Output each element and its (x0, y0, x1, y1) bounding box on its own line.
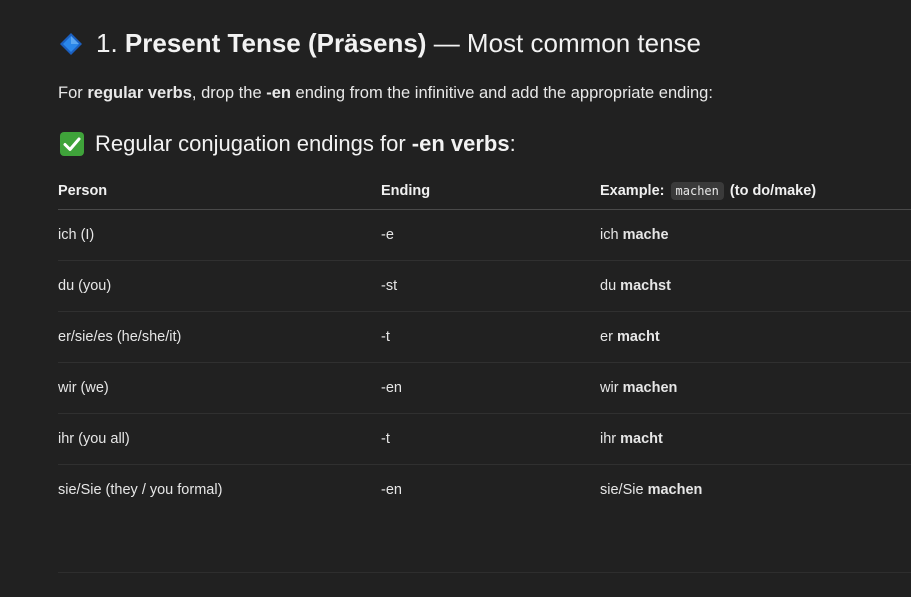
table-row: ich (I) -e ich mache (58, 209, 911, 261)
cell-ending: -en (381, 482, 402, 498)
cell-example: sie/Sie machen (600, 465, 911, 516)
intro-bold-en: -en (266, 84, 291, 102)
heading-title-rest: — Most common tense (426, 28, 702, 58)
example-pronoun: sie/Sie (600, 482, 644, 498)
check-mark-icon (60, 132, 84, 156)
intro-text-1: For (58, 84, 88, 102)
cell-example: ihr macht (600, 413, 911, 465)
example-pronoun: ich (600, 227, 619, 243)
heading-number: 1. (96, 28, 118, 58)
example-verb: macht (620, 431, 663, 447)
cell-example: ich mache (600, 209, 911, 261)
cell-person: wir (we) (58, 362, 381, 414)
cell-ending: -e (381, 209, 600, 261)
subsection-heading: Regular conjugation endings for -en verb… (60, 131, 516, 157)
header-example-prefix: Example: (600, 182, 665, 199)
cell-ending: -t (381, 413, 600, 465)
example-pronoun: du (600, 278, 617, 294)
bottom-divider (58, 572, 911, 573)
conjugation-table: Person Ending Example: machen (to do/mak… (58, 172, 911, 515)
example-verb: machen (647, 482, 703, 498)
table-header-row: Person Ending Example: machen (to do/mak… (58, 172, 911, 210)
example-pronoun: ihr (600, 431, 617, 447)
cell-person: ich (I) (58, 209, 381, 261)
cell-person: sie/Sie (they / you formal) (58, 482, 223, 498)
table-row: du (you) -st du machst (58, 260, 911, 312)
cell-ending: -t (381, 311, 600, 363)
subheading-text-1: Regular conjugation endings for (95, 131, 412, 156)
example-verb: machen (622, 380, 678, 396)
cell-person: du (you) (58, 260, 381, 312)
header-example-suffix: (to do/make) (729, 182, 817, 199)
cell-example: wir machen (600, 362, 911, 414)
cell-person: er/sie/es (he/she/it) (58, 311, 381, 363)
example-pronoun: wir (600, 380, 619, 396)
intro-text-3: ending from the infinitive and add the a… (290, 84, 713, 102)
intro-paragraph: For regular verbs, drop the -en ending f… (58, 84, 713, 103)
intro-text-2: , drop the (191, 84, 267, 102)
table-row: sie/Sie (they / you formal) -en sie/Sie ma… (58, 465, 911, 516)
example-verb: macht (616, 329, 660, 345)
table-row: er/sie/es (he/she/it) -t er macht (58, 311, 911, 363)
blue-diamond-icon (60, 32, 82, 55)
header-person: Person (58, 172, 381, 210)
intro-bold-regular-verbs: regular verbs (87, 84, 192, 102)
section-heading: 1. Present Tense (Präsens) — Most common… (60, 28, 701, 59)
cell-example: du machst (600, 260, 911, 312)
cell-example: er macht (600, 311, 911, 363)
table-row: ihr (you all) -t ihr macht (58, 413, 911, 465)
heading-title-bold: Present Tense (Präsens) (124, 28, 427, 58)
subheading-bold: -en verbs (411, 131, 510, 156)
subheading-text-2: : (509, 131, 516, 156)
inline-code-machen: machen (670, 181, 724, 200)
cell-ending: -en (381, 362, 600, 414)
header-example: Example: machen (to do/make) (600, 172, 911, 210)
example-verb: mache (622, 227, 669, 243)
table-row: wir (we) -en wir machen (58, 362, 911, 414)
cell-person: ihr (you all) (58, 413, 381, 465)
cell-ending: -st (381, 260, 600, 312)
example-pronoun: er (600, 329, 613, 345)
example-verb: machst (620, 278, 671, 294)
header-ending: Ending (381, 172, 600, 210)
